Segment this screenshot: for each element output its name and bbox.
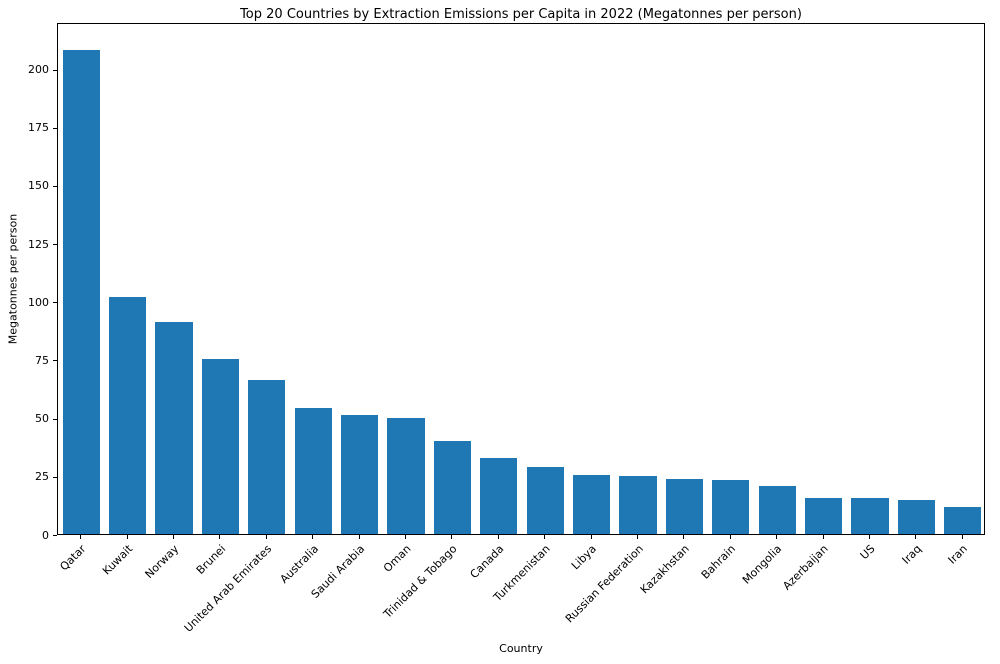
bar (387, 417, 425, 534)
x-tick-label: Kuwait (99, 542, 136, 578)
x-axis-label: Country (499, 642, 543, 655)
x-tick-mark (265, 535, 267, 539)
x-tick-mark (544, 535, 546, 539)
y-tick-label: 200 (28, 63, 49, 77)
y-tick-label: 0 (42, 528, 49, 542)
x-tick-mark (961, 535, 963, 539)
plot-area (57, 23, 985, 535)
x-tick-label: Australia (277, 542, 321, 586)
x-tick-mark (173, 535, 174, 539)
bar (248, 380, 286, 534)
x-tick-mark (683, 535, 685, 539)
x-tick-label: Bahrain (699, 542, 739, 582)
y-axis-label: Megatonnes per person (6, 213, 20, 345)
y-tick-label: 25 (35, 470, 49, 484)
x-tick-mark (126, 535, 128, 539)
y-tick-label: 175 (28, 121, 49, 135)
bar (897, 500, 935, 534)
y-tick-mark (53, 360, 57, 362)
bar (109, 296, 147, 534)
x-tick-mark (729, 535, 731, 539)
x-tick-mark (358, 535, 360, 539)
x-tick-label: United Arab Emirates (181, 542, 275, 635)
x-tick-label: Azerbaijan (780, 542, 832, 593)
bar (480, 458, 518, 534)
y-tick-mark (53, 302, 57, 304)
bar (155, 322, 193, 534)
y-tick-mark (53, 127, 57, 129)
x-tick-label: US (857, 542, 878, 563)
x-tick-label: Mongolia (740, 542, 785, 587)
bar (712, 480, 750, 534)
bar (805, 497, 843, 534)
x-tick-mark (869, 535, 870, 539)
y-tick-mark (53, 535, 57, 536)
x-tick-mark (915, 535, 917, 539)
bar (526, 466, 564, 534)
x-tick-label: Norway (142, 542, 182, 581)
bar (665, 479, 703, 534)
bar (341, 415, 379, 534)
bar (758, 486, 796, 534)
bar (62, 49, 100, 534)
x-tick-label: Oman (380, 542, 414, 575)
x-tick-label: Canada (467, 542, 507, 582)
y-tick-label: 100 (28, 295, 49, 309)
x-tick-label: Kazakhstan (637, 542, 692, 597)
bar (433, 440, 471, 534)
bar (619, 475, 657, 534)
y-tick-mark (53, 418, 57, 420)
bar (851, 497, 889, 534)
x-tick-label: Libya (569, 542, 600, 573)
x-tick-mark (219, 535, 221, 539)
x-tick-mark (497, 535, 499, 539)
bar (944, 507, 982, 534)
y-tick-label: 75 (35, 353, 49, 367)
y-tick-label: 150 (28, 179, 49, 193)
y-tick-label: 125 (28, 237, 49, 251)
x-tick-mark (405, 535, 406, 539)
y-tick-label: 50 (35, 412, 49, 426)
x-tick-mark (590, 535, 592, 539)
chart-title: Top 20 Countries by Extraction Emissions… (240, 7, 802, 22)
x-tick-mark (637, 535, 638, 539)
x-tick-mark (776, 535, 778, 539)
x-tick-mark (80, 535, 82, 539)
bar (573, 474, 611, 534)
bar (201, 359, 239, 534)
x-tick-label: Brunei (193, 542, 228, 577)
bar (294, 408, 332, 534)
x-tick-mark (451, 535, 453, 539)
y-tick-mark (53, 185, 57, 187)
x-tick-label: Qatar (57, 542, 89, 574)
y-tick-mark (53, 476, 57, 478)
x-tick-label: Iran (945, 542, 971, 567)
y-tick-mark (53, 244, 57, 246)
y-tick-mark (53, 69, 57, 71)
x-tick-mark (312, 535, 314, 539)
x-tick-mark (822, 535, 824, 539)
x-tick-label: Iraq (899, 542, 924, 567)
